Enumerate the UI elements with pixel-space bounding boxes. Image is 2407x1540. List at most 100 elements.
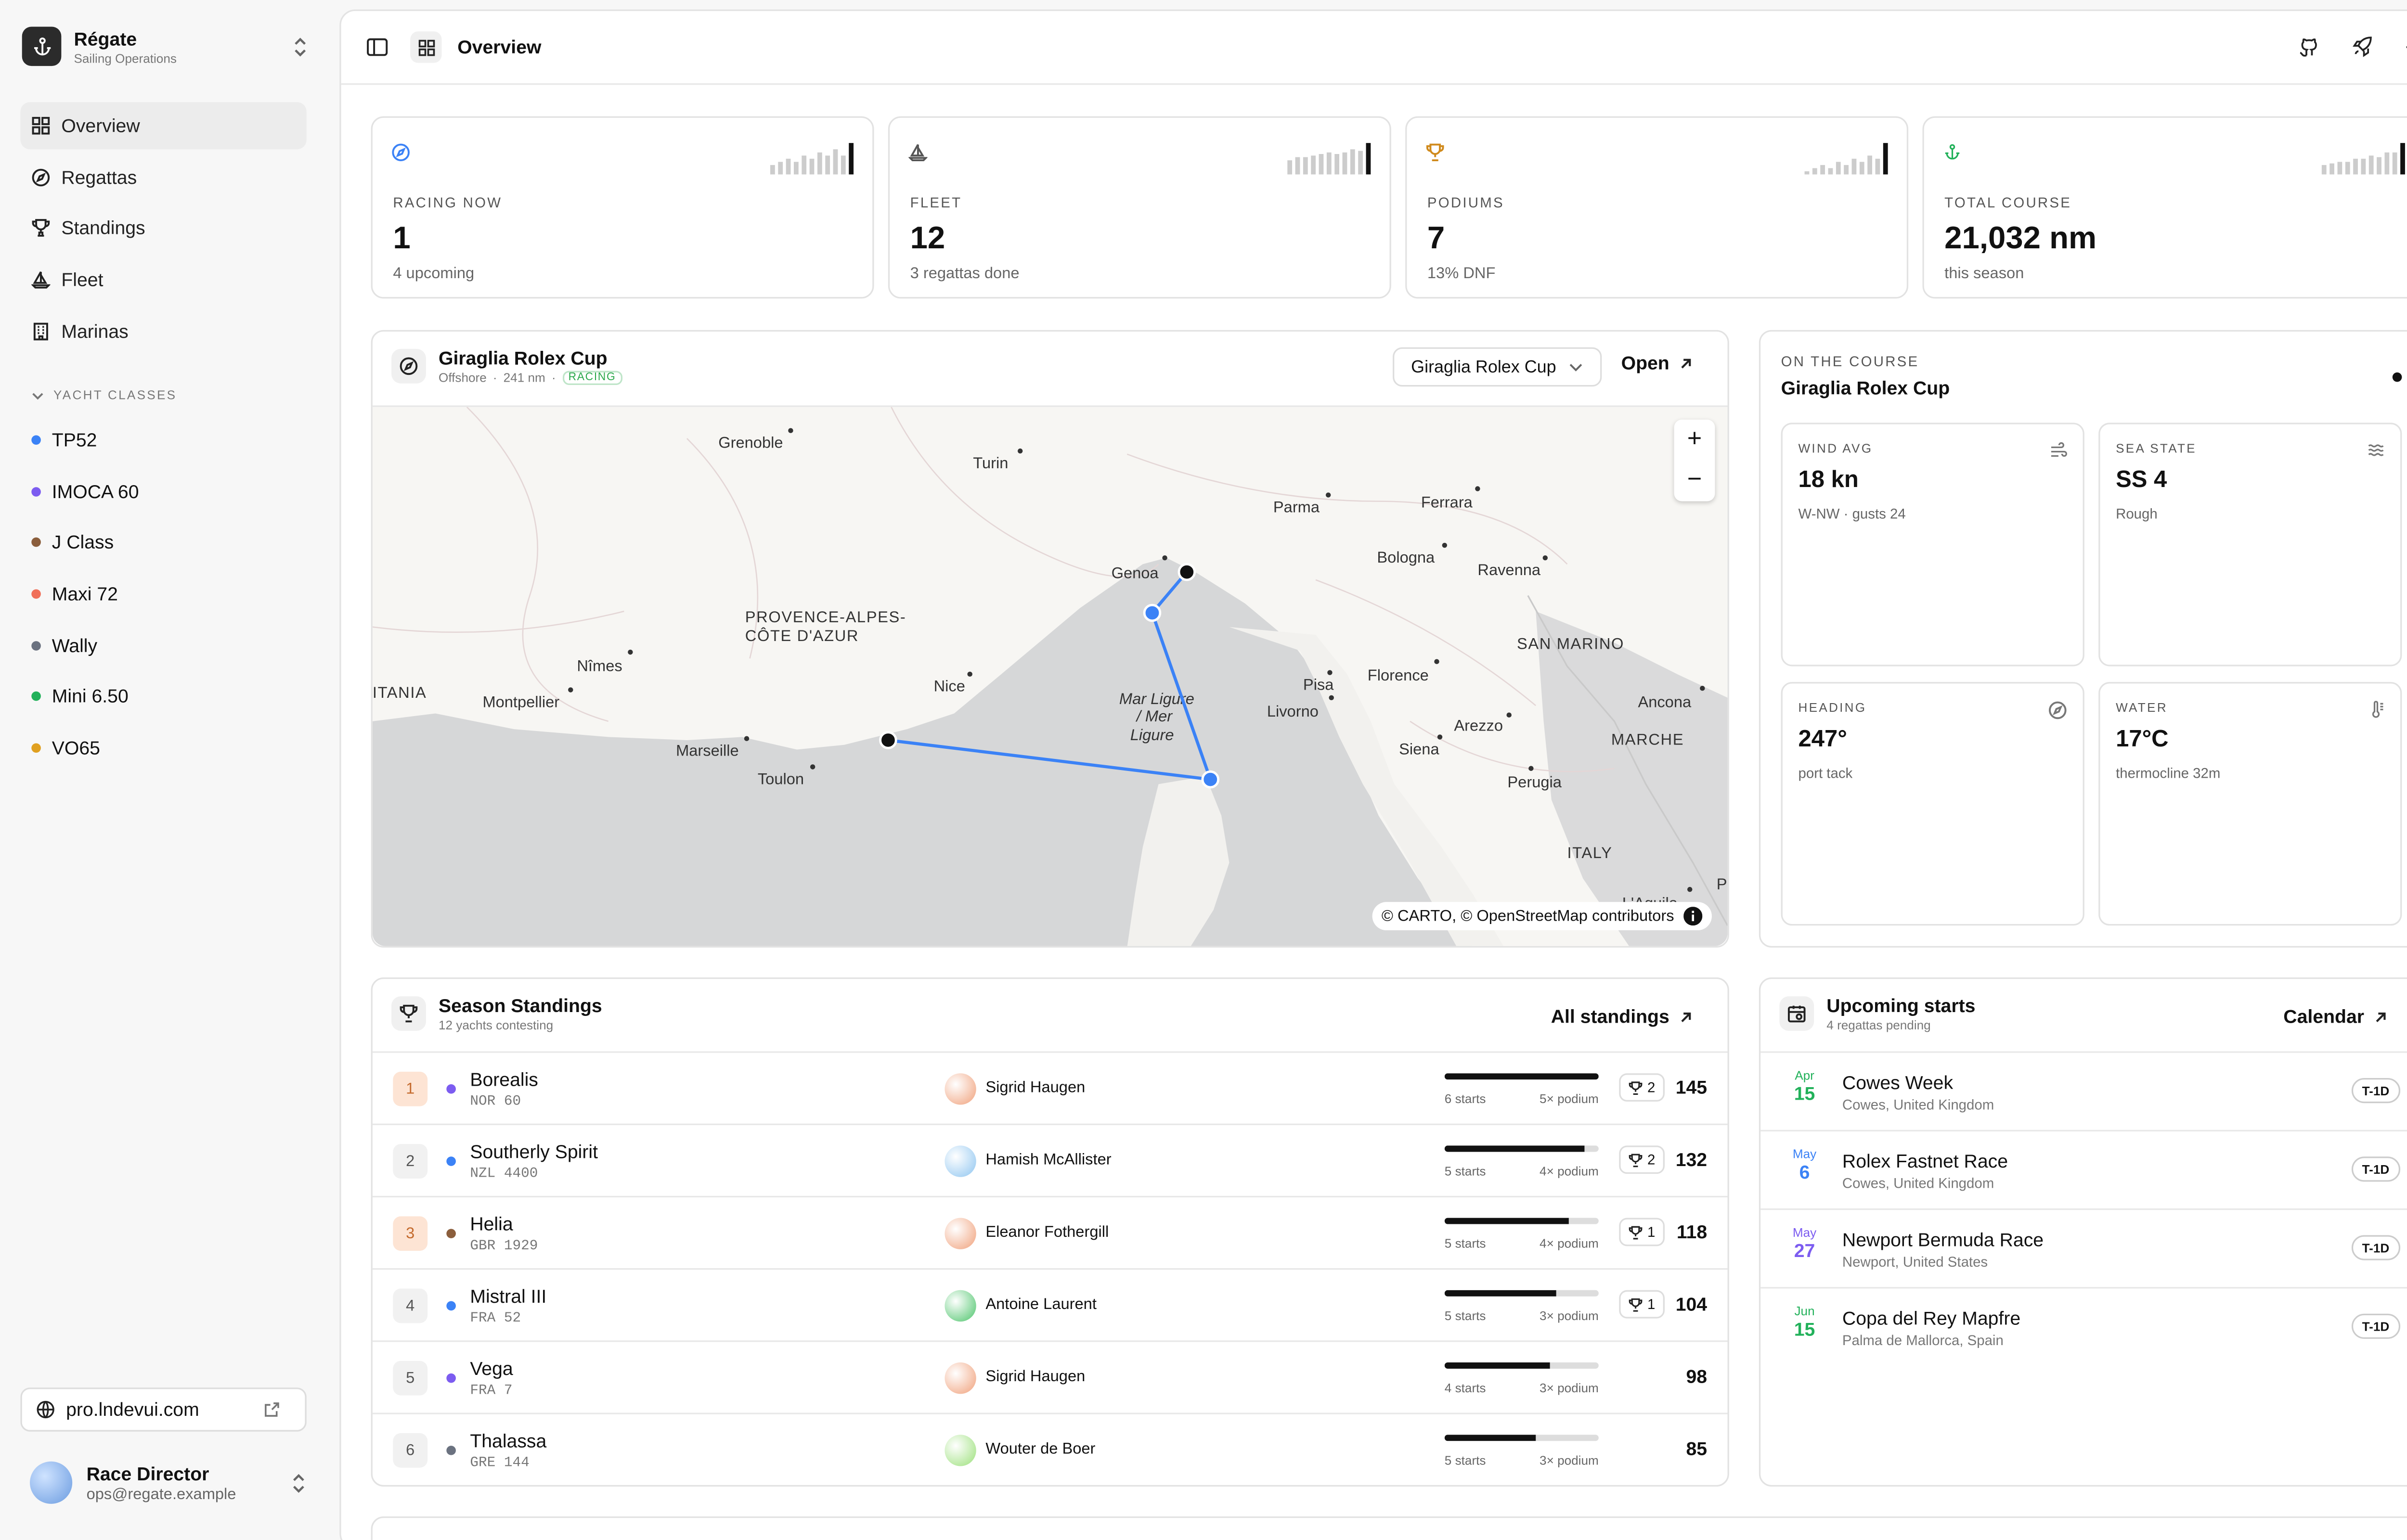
map-place-label: Grenoble (718, 434, 783, 451)
trophy-badge: 2 (1619, 1073, 1665, 1102)
avatar (945, 1073, 976, 1105)
class-color-dot (446, 1373, 456, 1383)
race-map[interactable]: Grenoble Turin Parma Ferrara Bologna Ravenna G… (372, 405, 1728, 946)
table-row[interactable]: 3 Helia GBR 1929 Eleanor Fothergill 5 starts… (372, 1195, 1728, 1268)
nav-label: Regattas (61, 166, 137, 188)
open-race-button[interactable]: Open (1621, 352, 1693, 374)
zoom-out-button[interactable]: − (1687, 466, 1702, 494)
rank-badge: 3 (393, 1216, 428, 1251)
sailboat-icon (31, 271, 51, 289)
yacht-class-item[interactable]: Maxi 72 (31, 568, 139, 619)
list-item[interactable]: Apr 15 Cowes Week Cowes, United Kingdom T-1D (1760, 1051, 2407, 1129)
list-item[interactable]: May 27 Newport Bermuda Race Newport, United… (1760, 1208, 2407, 1287)
sidebar: Régate Sailing Operations Overview Regat… (0, 0, 330, 1540)
regatta-name: Rolex Fastnet Race (1842, 1150, 2008, 1172)
yacht-classes-toggle[interactable]: YACHT CLASSES (31, 388, 177, 402)
next-card (371, 1516, 2407, 1540)
workspace-switcher[interactable]: Régate Sailing Operations (22, 26, 308, 66)
starts-count: 5 starts (1444, 1236, 1486, 1251)
nav-label: Standings (61, 217, 145, 240)
stat-value: 12 (910, 221, 945, 257)
waves-icon (2368, 442, 2385, 464)
list-item[interactable]: Jun 15 Copa del Rey Mapfre Palma de Mallorc… (1760, 1287, 2407, 1365)
stat-label: TOTAL COURSE (1944, 194, 2072, 211)
trophy-icon (1629, 1153, 1643, 1167)
compass-icon (2048, 701, 2067, 724)
sun-icon[interactable] (2405, 36, 2407, 58)
nav-item-fleet[interactable]: Fleet (20, 256, 306, 303)
arrow-up-right-icon (1681, 358, 1691, 368)
regatta-select[interactable]: Giraglia Rolex Cup (1392, 347, 1602, 387)
sparkline-bar (2361, 158, 2366, 175)
trophy-badge: 2 (1619, 1145, 1665, 1174)
compass-icon (391, 348, 426, 384)
zoom-in-button[interactable]: + (1687, 425, 1702, 453)
regatta-name: Newport Bermuda Race (1842, 1229, 2044, 1251)
list-item[interactable]: May 6 Rolex Fastnet Race Cowes, United King… (1760, 1129, 2407, 1208)
main-nav: Overview Regattas Standings Fleet Marina… (20, 102, 307, 359)
race-map-card: Giraglia Rolex Cup Offshore · 241 nm · R… (371, 330, 1729, 948)
yacht-class-item[interactable]: Wally (31, 620, 139, 671)
table-row[interactable]: 5 Vega FRA 7 Sigrid Haugen 4 starts 3× podium… (372, 1340, 1728, 1412)
regatta-name: Copa del Rey Mapfre (1842, 1307, 2021, 1330)
yacht-name: Southerly Spirit (470, 1141, 598, 1163)
grid-icon (410, 31, 442, 63)
sparkline-bar (1844, 165, 1849, 175)
table-row[interactable]: 2 Southerly Spirit NZL 4400 Hamish McAllist… (372, 1123, 1728, 1196)
sparkline-bar (802, 155, 807, 175)
table-row[interactable]: 1 Borealis NOR 60 Sigrid Haugen 6 starts 5× p… (372, 1051, 1728, 1123)
points: 132 (1675, 1148, 1708, 1171)
sparkline-bar (2384, 152, 2390, 175)
on-course-label: ON THE COURSE (1781, 353, 1919, 370)
sail-number: FRA 7 (470, 1383, 513, 1399)
trophy-count: 2 (1647, 1152, 1656, 1168)
regatta-location: Cowes, United Kingdom (1842, 1097, 1994, 1113)
metric-card: HEADING 247° port tack (1781, 682, 2084, 926)
map-place-label: Genoa (1112, 564, 1159, 582)
trophy-count: 1 (1647, 1224, 1656, 1240)
class-color-dot (446, 1446, 456, 1455)
yacht-class-item[interactable]: IMOCA 60 (31, 466, 139, 517)
yacht-class-item[interactable]: Mini 6.50 (31, 671, 139, 722)
points: 118 (1676, 1221, 1708, 1243)
user-menu[interactable]: Race Director ops@regate.example (30, 1461, 307, 1504)
sidebar-toggle-icon[interactable] (366, 38, 388, 56)
sparkline-bar (809, 158, 815, 175)
metric-label: SEA STATE (2116, 441, 2197, 456)
attribution-text: © CARTO, © OpenStreetMap contributors (1381, 907, 1674, 925)
nav-item-marinas[interactable]: Marinas (20, 308, 306, 355)
all-standings-button[interactable]: All standings (1551, 1006, 1693, 1028)
avatar (945, 1145, 976, 1177)
sparkline-bar (1319, 154, 1324, 175)
trophy-icon (32, 219, 50, 237)
trophy-count: 2 (1647, 1079, 1656, 1095)
yacht-class-item[interactable]: VO65 (31, 722, 139, 773)
sparkline-bar (833, 149, 838, 175)
trophy-icon (1426, 143, 1445, 167)
sparkline-bar (2329, 163, 2334, 175)
github-icon[interactable] (2298, 36, 2320, 58)
site-link[interactable]: pro.lndevui.com (20, 1387, 307, 1432)
sparkline-bar (1804, 171, 1810, 175)
info-icon[interactable] (1683, 907, 1703, 926)
metric-value: 18 kn (1798, 466, 1859, 494)
calendar-button[interactable]: Calendar (2283, 1006, 2388, 1028)
yacht-class-item[interactable]: TP52 (31, 415, 139, 466)
sparkline-bar (1820, 165, 1825, 175)
nav-item-overview[interactable]: Overview (20, 102, 307, 150)
metric-value: SS 4 (2116, 466, 2167, 494)
map-place-label: Marseille (676, 742, 739, 759)
rocket-icon[interactable] (2352, 36, 2374, 58)
nav-item-regattas[interactable]: Regattas (20, 154, 306, 201)
chevron-down-icon (32, 392, 43, 399)
regatta-location: Newport, United States (1842, 1254, 1988, 1270)
sparkline-bar (817, 152, 822, 175)
table-row[interactable]: 4 Mistral III FRA 52 Antoine Laurent 5 start… (372, 1268, 1728, 1340)
regatta-location: Cowes, United Kingdom (1842, 1175, 1994, 1192)
nav-item-standings[interactable]: Standings (20, 205, 306, 252)
yacht-class-item[interactable]: J Class (31, 517, 139, 568)
stat-value: 7 (1427, 221, 1445, 257)
sparkline-bar (1358, 151, 1363, 175)
upcoming-card: Upcoming starts 4 regattas pending Calen… (1759, 977, 2407, 1487)
table-row[interactable]: 6 Thalassa GRE 144 Wouter de Boer 5 starts 3×… (372, 1412, 1728, 1485)
